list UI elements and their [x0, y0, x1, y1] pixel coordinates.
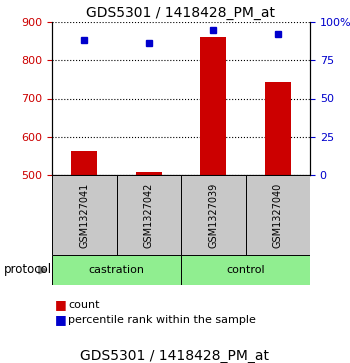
Text: protocol: protocol	[4, 264, 52, 277]
Text: GSM1327041: GSM1327041	[79, 182, 89, 248]
Text: ■: ■	[55, 314, 67, 326]
Text: GSM1327040: GSM1327040	[273, 182, 283, 248]
Bar	[117, 175, 181, 255]
Text: GSM1327039: GSM1327039	[208, 182, 218, 248]
Title: GDS5301 / 1418428_PM_at: GDS5301 / 1418428_PM_at	[86, 5, 275, 20]
Bar	[136, 172, 162, 175]
Text: GSM1327042: GSM1327042	[144, 182, 154, 248]
Bar	[181, 255, 310, 285]
Bar	[245, 175, 310, 255]
Bar	[200, 37, 226, 175]
Bar	[265, 82, 290, 175]
Bar	[181, 175, 245, 255]
Text: count: count	[68, 300, 99, 310]
Bar	[52, 175, 117, 255]
Text: control: control	[226, 265, 265, 275]
Text: GDS5301 / 1418428_PM_at: GDS5301 / 1418428_PM_at	[80, 349, 270, 363]
Text: castration: castration	[89, 265, 145, 275]
Bar	[71, 151, 97, 175]
Text: percentile rank within the sample: percentile rank within the sample	[68, 315, 256, 325]
Bar	[52, 255, 181, 285]
Text: ■: ■	[55, 298, 67, 311]
